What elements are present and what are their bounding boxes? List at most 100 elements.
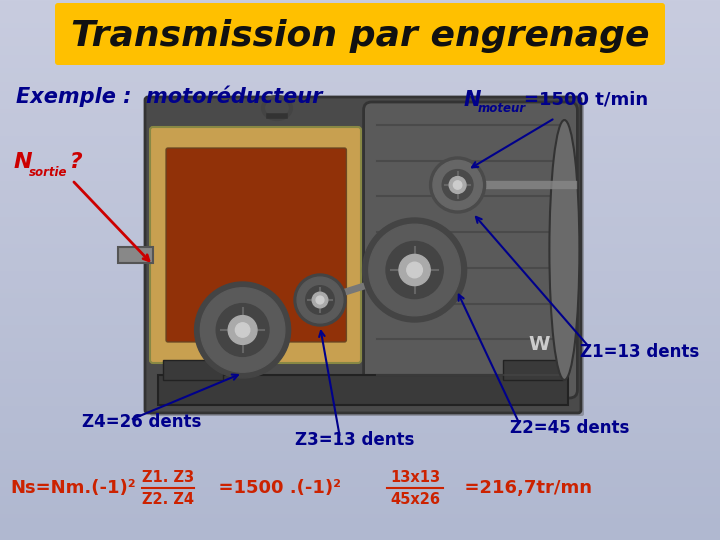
Text: =1500 t/min: =1500 t/min: [524, 91, 648, 109]
Bar: [0, 194, 720, 195]
Bar: [0, 355, 720, 356]
Bar: [0, 171, 720, 172]
Bar: [0, 490, 720, 491]
Bar: [0, 189, 720, 190]
Text: Z2=45 dents: Z2=45 dents: [510, 419, 629, 437]
Bar: [0, 196, 720, 197]
Bar: [0, 88, 720, 89]
Bar: [0, 215, 720, 216]
Text: W: W: [528, 335, 550, 354]
Bar: [0, 142, 720, 143]
Bar: [0, 507, 720, 508]
Bar: [0, 210, 720, 211]
Bar: [0, 23, 720, 24]
Bar: [0, 508, 720, 509]
Bar: [0, 412, 720, 413]
Bar: [0, 446, 720, 447]
Bar: [0, 134, 720, 135]
Bar: [0, 410, 720, 411]
Bar: [0, 282, 720, 283]
Bar: [0, 360, 720, 361]
Bar: [0, 429, 720, 430]
Bar: [0, 502, 720, 503]
Bar: [0, 69, 720, 70]
Bar: [0, 164, 720, 165]
Bar: [0, 97, 720, 98]
Bar: [0, 374, 720, 375]
Bar: [0, 387, 720, 388]
Bar: [0, 422, 720, 423]
Bar: [0, 346, 720, 347]
Bar: [0, 326, 720, 327]
Bar: [0, 56, 720, 57]
Bar: [0, 248, 720, 249]
Bar: [0, 296, 720, 297]
Bar: [0, 459, 720, 460]
Bar: [0, 534, 720, 535]
Bar: [0, 131, 720, 132]
Bar: [0, 124, 720, 125]
Bar: [0, 48, 720, 49]
Bar: [0, 49, 720, 50]
Text: Z2. Z4: Z2. Z4: [142, 492, 194, 508]
Bar: [0, 110, 720, 111]
Bar: [0, 335, 720, 336]
Bar: [0, 240, 720, 241]
Bar: [0, 112, 720, 113]
Text: moteur: moteur: [478, 102, 526, 114]
Bar: [0, 448, 720, 449]
Bar: [0, 35, 720, 36]
Bar: [0, 523, 720, 524]
Bar: [0, 324, 720, 325]
Bar: [0, 86, 720, 87]
Bar: [0, 14, 720, 15]
Circle shape: [194, 282, 291, 378]
Bar: [0, 91, 720, 92]
Bar: [0, 133, 720, 134]
Bar: [0, 93, 720, 94]
Bar: [0, 258, 720, 259]
Bar: [0, 383, 720, 384]
Bar: [0, 1, 720, 2]
Bar: [0, 393, 720, 394]
Bar: [0, 146, 720, 147]
Bar: [0, 294, 720, 295]
Bar: [0, 211, 720, 212]
Bar: [0, 45, 720, 46]
Bar: [0, 181, 720, 182]
Bar: [0, 354, 720, 355]
Bar: [0, 111, 720, 112]
Bar: [0, 432, 720, 433]
Bar: [0, 20, 720, 21]
Bar: [0, 239, 720, 240]
Bar: [0, 139, 720, 140]
Bar: [0, 47, 720, 48]
Bar: [0, 485, 720, 486]
Bar: [0, 262, 720, 263]
Bar: [0, 348, 720, 349]
Bar: [0, 415, 720, 416]
Circle shape: [306, 286, 334, 314]
Bar: [0, 283, 720, 284]
Bar: [0, 197, 720, 198]
Bar: [163, 360, 223, 380]
Bar: [0, 288, 720, 289]
Bar: [0, 437, 720, 438]
Bar: [0, 202, 720, 203]
Text: Transmission par engrenage: Transmission par engrenage: [71, 19, 649, 53]
FancyBboxPatch shape: [55, 3, 665, 65]
Bar: [0, 34, 720, 35]
Bar: [0, 316, 720, 317]
Bar: [0, 199, 720, 200]
Bar: [0, 444, 720, 445]
Bar: [0, 7, 720, 8]
Bar: [0, 464, 720, 465]
Bar: [0, 333, 720, 334]
Bar: [0, 278, 720, 279]
Bar: [0, 461, 720, 462]
Bar: [0, 277, 720, 278]
Bar: [0, 102, 720, 103]
Bar: [0, 182, 720, 183]
Bar: [0, 84, 720, 85]
Bar: [0, 25, 720, 26]
